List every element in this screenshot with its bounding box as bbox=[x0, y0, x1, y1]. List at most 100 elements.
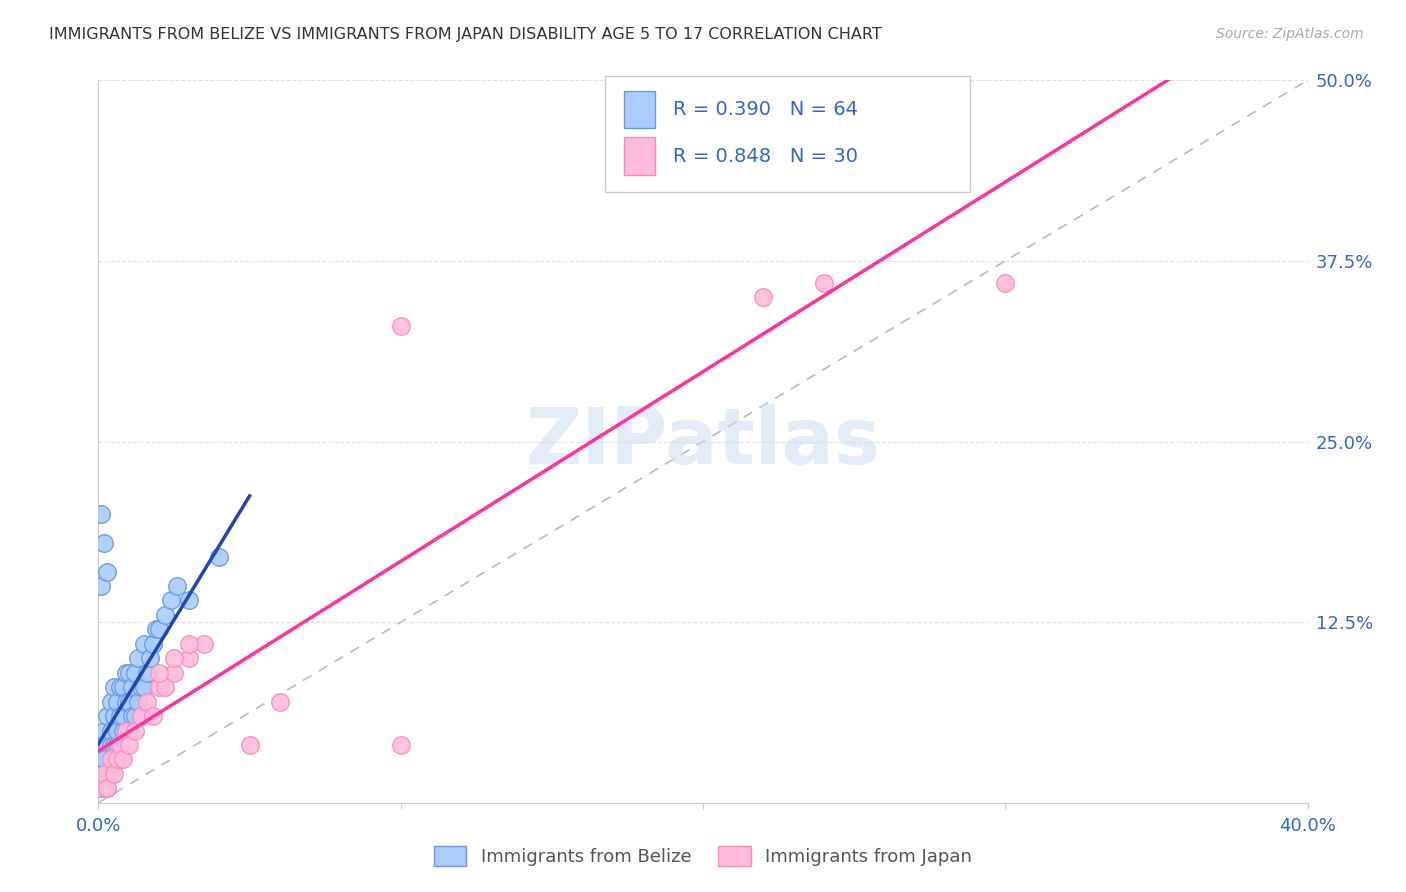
Text: IMMIGRANTS FROM BELIZE VS IMMIGRANTS FROM JAPAN DISABILITY AGE 5 TO 17 CORRELATI: IMMIGRANTS FROM BELIZE VS IMMIGRANTS FRO… bbox=[49, 27, 882, 42]
Point bbox=[114, 723, 136, 738]
Point bbox=[142, 637, 165, 651]
Point bbox=[103, 752, 125, 766]
Point bbox=[105, 695, 128, 709]
Point bbox=[96, 709, 118, 723]
Point bbox=[93, 781, 115, 796]
Point bbox=[108, 738, 131, 752]
Point bbox=[96, 738, 118, 752]
Point bbox=[389, 318, 412, 333]
Point bbox=[105, 738, 128, 752]
Point bbox=[124, 723, 146, 738]
Point bbox=[114, 665, 136, 680]
Point bbox=[153, 680, 176, 694]
Point bbox=[100, 695, 122, 709]
Point bbox=[121, 709, 143, 723]
Point bbox=[153, 607, 176, 622]
Point bbox=[93, 723, 115, 738]
Point bbox=[96, 767, 118, 781]
Point bbox=[111, 709, 134, 723]
Point bbox=[100, 723, 122, 738]
Point bbox=[813, 276, 835, 290]
Point bbox=[129, 709, 152, 723]
Point bbox=[135, 695, 157, 709]
Point bbox=[208, 550, 231, 565]
Point bbox=[135, 665, 157, 680]
Point bbox=[90, 507, 112, 521]
Point bbox=[239, 738, 262, 752]
Point bbox=[145, 623, 167, 637]
Point bbox=[108, 709, 131, 723]
Point bbox=[100, 738, 122, 752]
Point bbox=[139, 651, 162, 665]
Point bbox=[90, 767, 112, 781]
Point bbox=[100, 767, 122, 781]
Point bbox=[124, 709, 146, 723]
Point bbox=[148, 680, 170, 694]
Point bbox=[108, 738, 131, 752]
Point bbox=[103, 767, 125, 781]
Point bbox=[100, 752, 122, 766]
Point bbox=[179, 637, 201, 651]
Text: R = 0.390   N = 64: R = 0.390 N = 64 bbox=[673, 100, 859, 120]
Point bbox=[93, 767, 115, 781]
Point bbox=[96, 752, 118, 766]
Point bbox=[96, 781, 118, 796]
Point bbox=[93, 738, 115, 752]
Point bbox=[179, 593, 201, 607]
Point bbox=[994, 276, 1017, 290]
Point bbox=[93, 781, 115, 796]
Point bbox=[108, 680, 131, 694]
Point bbox=[111, 680, 134, 694]
Point bbox=[160, 593, 183, 607]
Point bbox=[100, 752, 122, 766]
Point bbox=[148, 665, 170, 680]
Point bbox=[103, 738, 125, 752]
Point bbox=[90, 781, 112, 796]
Text: Source: ZipAtlas.com: Source: ZipAtlas.com bbox=[1216, 27, 1364, 41]
Point bbox=[132, 637, 155, 651]
Point bbox=[114, 695, 136, 709]
Point bbox=[193, 637, 215, 651]
Point bbox=[118, 723, 141, 738]
Point bbox=[96, 781, 118, 796]
Point bbox=[103, 752, 125, 766]
Point bbox=[148, 623, 170, 637]
Point bbox=[114, 723, 136, 738]
Point bbox=[105, 752, 128, 766]
Point bbox=[93, 767, 115, 781]
Point bbox=[118, 738, 141, 752]
Point bbox=[118, 665, 141, 680]
Point bbox=[111, 752, 134, 766]
Point bbox=[389, 738, 412, 752]
Point bbox=[90, 767, 112, 781]
Point bbox=[127, 695, 149, 709]
Point bbox=[163, 665, 186, 680]
Point bbox=[142, 709, 165, 723]
Legend: Immigrants from Belize, Immigrants from Japan: Immigrants from Belize, Immigrants from … bbox=[426, 838, 980, 873]
Point bbox=[90, 752, 112, 766]
Point bbox=[103, 680, 125, 694]
Point bbox=[132, 680, 155, 694]
Point bbox=[96, 767, 118, 781]
Point bbox=[179, 651, 201, 665]
Text: R = 0.848   N = 30: R = 0.848 N = 30 bbox=[673, 146, 859, 166]
Point bbox=[124, 665, 146, 680]
Point bbox=[96, 565, 118, 579]
Point bbox=[90, 781, 112, 796]
Point bbox=[163, 651, 186, 665]
Point bbox=[127, 651, 149, 665]
Point bbox=[752, 290, 775, 304]
Point bbox=[111, 723, 134, 738]
Point bbox=[934, 160, 956, 174]
Point bbox=[103, 709, 125, 723]
Point bbox=[93, 752, 115, 766]
Point bbox=[90, 579, 112, 593]
Point bbox=[269, 695, 291, 709]
Text: ZIPatlas: ZIPatlas bbox=[526, 403, 880, 480]
Point bbox=[129, 680, 152, 694]
Point bbox=[105, 723, 128, 738]
Point bbox=[93, 535, 115, 549]
Point bbox=[118, 695, 141, 709]
Point bbox=[166, 579, 188, 593]
Point bbox=[121, 680, 143, 694]
